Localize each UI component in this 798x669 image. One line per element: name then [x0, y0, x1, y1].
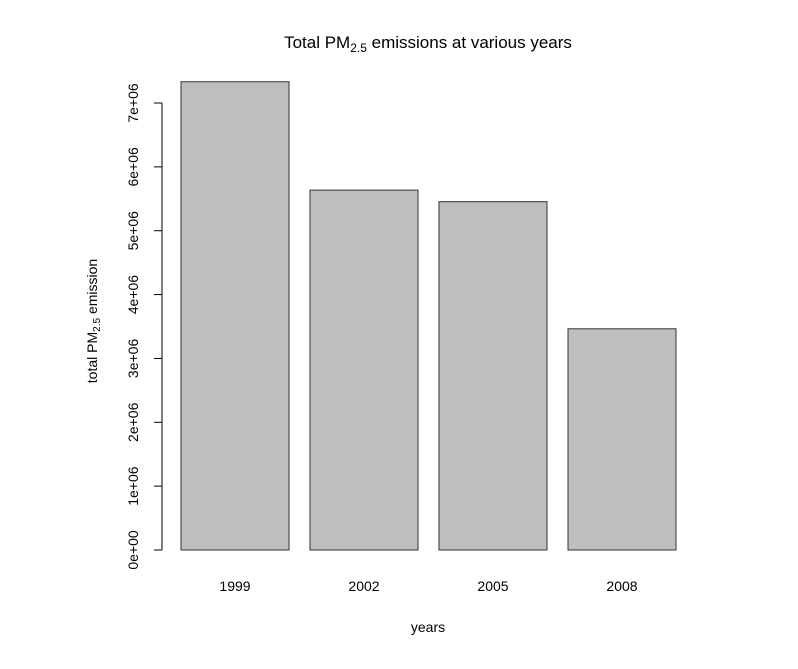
bar-2005	[438, 201, 548, 551]
y-tick-label-3: 3e+06	[125, 339, 141, 379]
x-tick-label-2002: 2002	[348, 578, 379, 594]
x-tick-label-1999: 1999	[219, 578, 250, 594]
y-tick-label-5: 5e+06	[125, 211, 141, 251]
chart-title-subscript: 2.5	[350, 41, 367, 55]
y-tick-label-2: 2e+06	[125, 402, 141, 442]
y-tick-label-6: 6e+06	[125, 147, 141, 187]
x-axis-label: years	[411, 619, 445, 635]
y-tick-label-1: 1e+06	[125, 466, 141, 506]
x-tick-labels: 1999 2002 2005 2008	[219, 578, 637, 594]
chart-title: Total PM2.5 emissions at various years	[284, 33, 572, 55]
bar-1999	[180, 81, 290, 551]
y-axis-label: total PM2.5 emission	[84, 259, 103, 383]
y-tick-label-0: 0e+00	[125, 530, 141, 570]
bars-group	[180, 81, 677, 551]
x-tick-label-2008: 2008	[606, 578, 637, 594]
bar-2002	[309, 189, 419, 551]
chart-title-suffix: emissions at various years	[367, 33, 572, 52]
y-axis-label-subscript: 2.5	[92, 318, 103, 332]
x-tick-label-2005: 2005	[477, 578, 508, 594]
y-axis: 0e+00 1e+06 2e+06 3e+06 4e+06 5e+06 6e+06 7e+06	[125, 83, 163, 570]
y-axis-label-suffix: emission	[84, 259, 100, 318]
chart-title-prefix: Total PM	[284, 33, 350, 52]
y-tick-label-4: 4e+06	[125, 275, 141, 315]
y-axis-label-prefix: total PM	[84, 332, 100, 383]
y-tick-label-7: 7e+06	[125, 83, 141, 123]
bar-2008	[567, 328, 677, 551]
